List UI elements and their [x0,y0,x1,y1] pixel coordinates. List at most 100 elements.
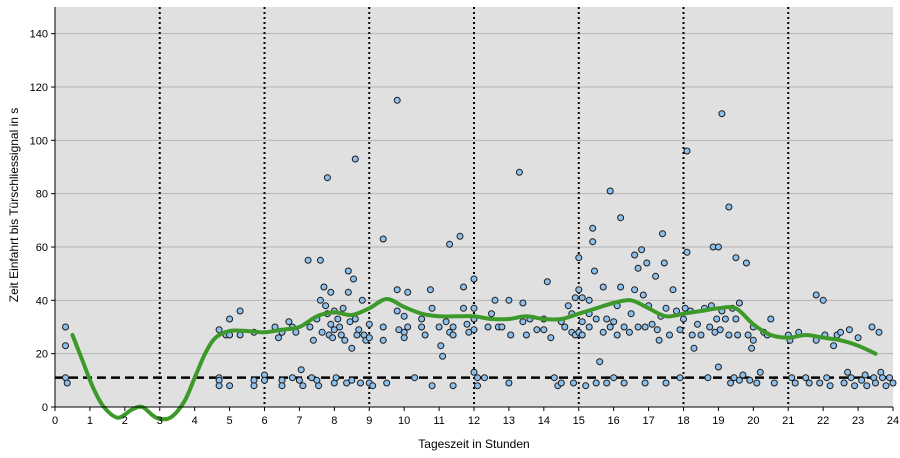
data-point [613,331,621,339]
data-point [669,286,677,294]
data-point [727,379,735,387]
data-point [250,382,258,390]
data-point [725,331,733,339]
data-point [449,323,457,331]
data-point [351,155,359,163]
data-point [634,264,642,272]
x-tick-label: 5 [227,415,233,427]
data-point [540,326,548,334]
y-axis-label: Zeit Einfahrt bis Türschliessignal in s [7,108,21,303]
data-point [571,294,579,302]
data-point [854,334,862,342]
data-point [889,379,897,387]
x-tick-label: 20 [747,415,759,427]
data-point [561,323,569,331]
data-point [318,328,326,336]
data-point [812,291,820,299]
data-point [805,379,813,387]
data-point [491,296,499,304]
x-tick-label: 24 [887,415,899,427]
data-point [474,374,481,382]
data-point [603,315,611,323]
data-point [627,310,635,318]
data-point [875,328,883,336]
data-point [837,328,845,336]
data-point [823,374,831,382]
data-point [393,286,401,294]
data-point [599,283,607,291]
data-point [716,326,724,334]
data-point [344,288,352,296]
data-point [488,310,495,318]
data-point [418,315,426,323]
data-point [460,304,467,312]
data-point [858,376,866,384]
x-tick-label: 18 [677,415,689,427]
data-point [320,283,328,291]
data-point [578,294,586,302]
data-point [830,342,838,350]
data-point [426,286,434,294]
data-point [662,379,670,387]
data-point [816,379,824,387]
data-point [861,371,869,379]
data-point [735,376,743,384]
data-point [767,315,775,323]
data-point [596,358,604,366]
data-point [652,272,660,280]
data-point [226,382,234,390]
data-point [732,315,740,323]
data-point [610,318,618,326]
data-point [330,326,338,334]
y-tick-label: 20 [36,349,48,361]
data-point [515,168,523,176]
data-point [341,336,349,344]
data-point [802,374,810,382]
data-point [449,331,457,339]
x-tick-label: 19 [712,415,724,427]
data-point [845,326,853,334]
data-point [721,315,729,323]
data-point [714,363,722,371]
x-tick-label: 1 [87,415,93,427]
y-tick-label: 100 [30,135,48,147]
data-point [603,379,611,387]
data-point [620,379,628,387]
data-point [606,323,614,331]
data-point [589,238,597,246]
data-point [575,286,583,294]
data-point [688,331,696,339]
data-point [734,331,742,339]
data-point [742,259,750,267]
data-point [706,323,714,331]
data-point [470,368,478,376]
data-point [236,307,244,315]
data-point [575,254,583,262]
data-point [379,323,387,331]
data-point [315,382,323,390]
data-point [348,376,356,384]
data-point [332,374,340,382]
data-point [297,366,305,374]
data-point [348,344,356,352]
data-point [725,203,733,211]
data-point [463,320,471,328]
data-point [400,312,408,320]
data-point [819,296,827,304]
x-axis-label: Tageszeit in Stunden [418,437,529,451]
data-point [791,379,799,387]
data-point [337,331,345,339]
x-tick-label: 8 [331,415,337,427]
data-point [585,323,593,331]
x-tick-label: 6 [261,415,267,427]
x-tick-label: 22 [817,415,829,427]
x-tick-label: 9 [366,415,372,427]
data-point [327,320,335,328]
data-point [660,259,668,267]
data-point [442,318,450,326]
data-point [599,328,607,336]
data-point [683,248,691,256]
data-point [643,259,651,267]
data-point [625,328,633,336]
data-point [826,382,834,390]
